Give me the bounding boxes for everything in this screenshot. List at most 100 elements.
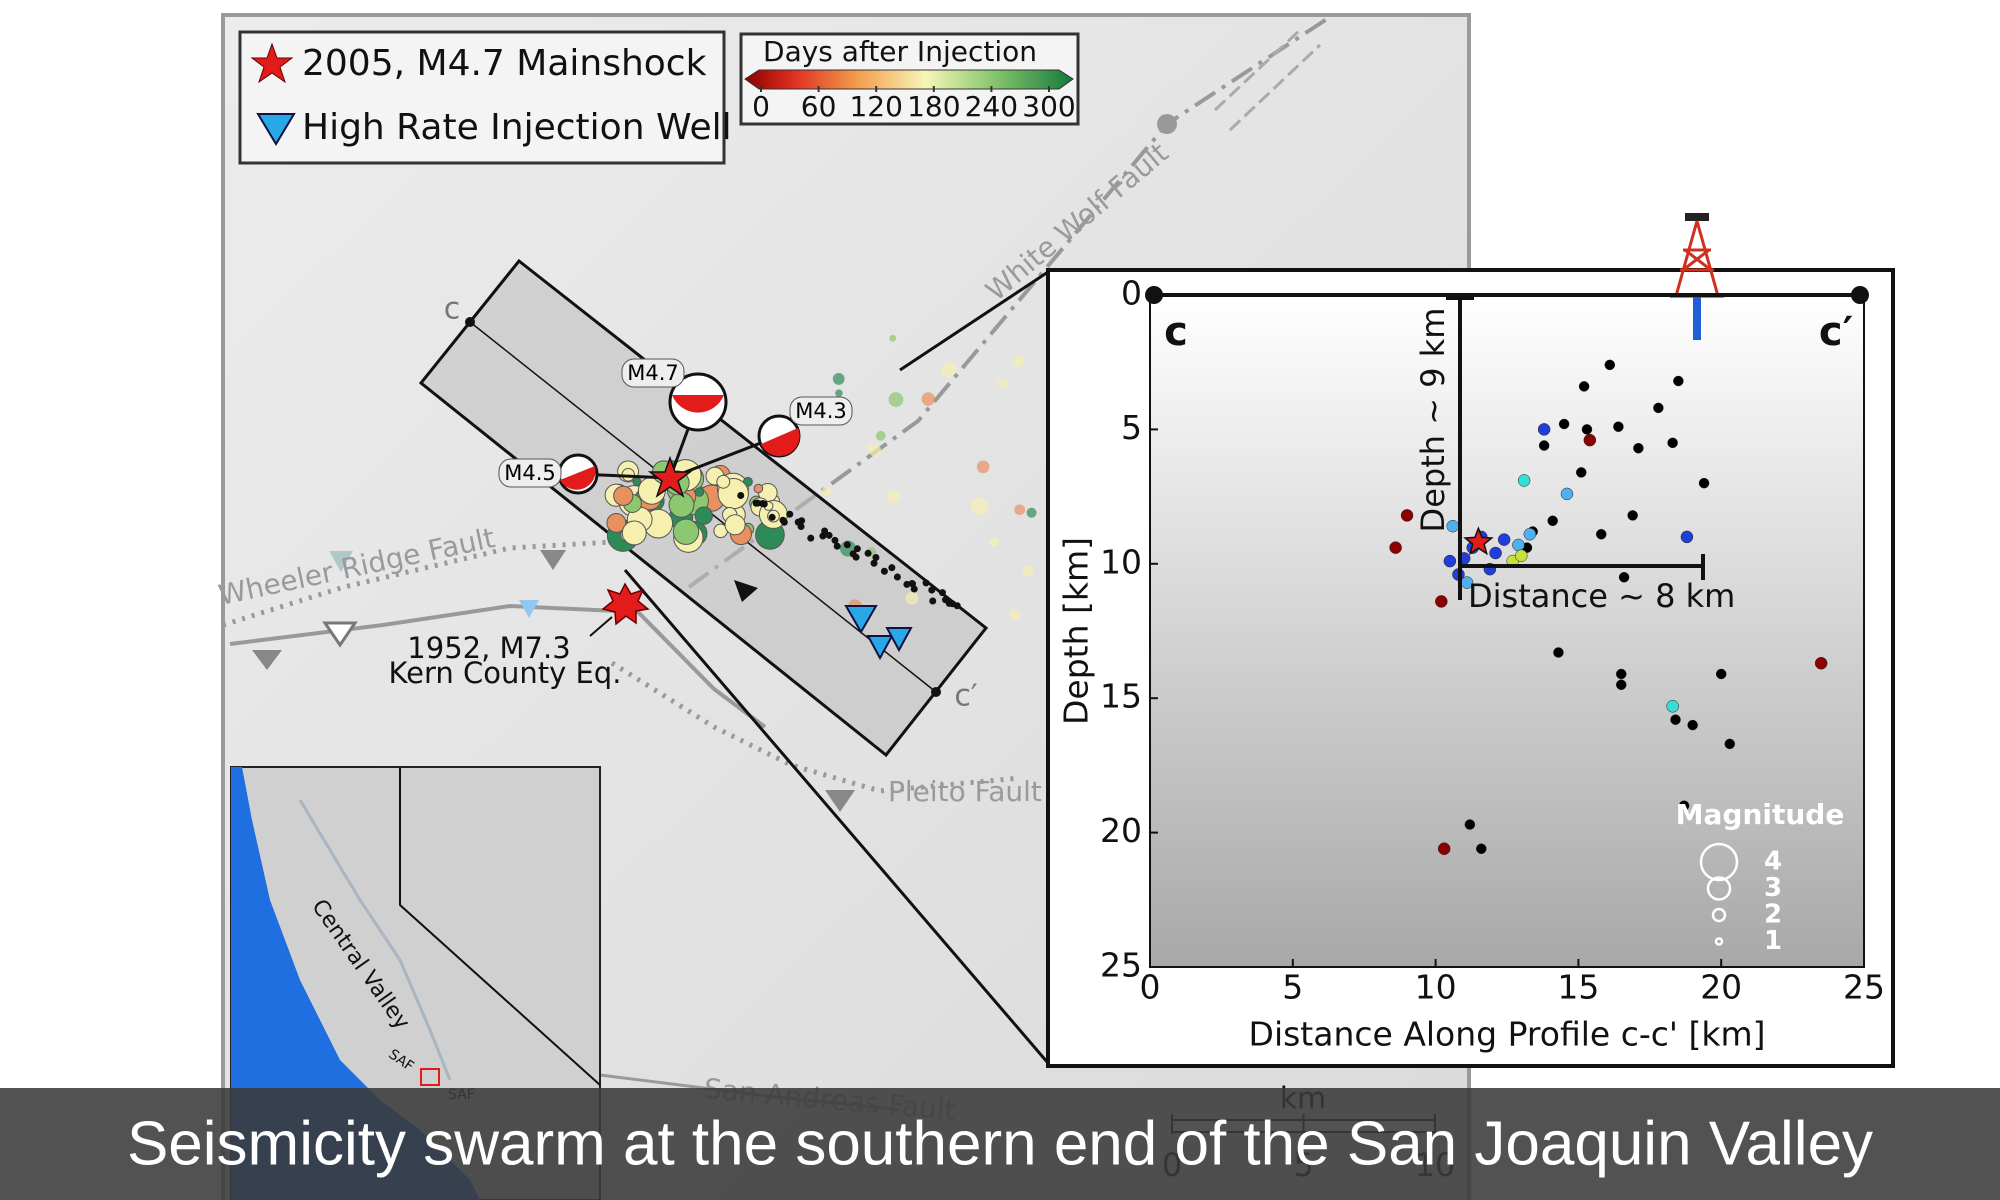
event-point — [1615, 679, 1627, 691]
map-event — [694, 506, 713, 525]
map-event — [606, 513, 627, 533]
event-point — [1680, 530, 1694, 544]
zoom-line — [899, 270, 1049, 372]
map-event — [941, 362, 957, 377]
direction-arrow — [734, 580, 758, 602]
map-event — [632, 477, 642, 487]
profile-end-label: c′ — [954, 679, 977, 714]
map-event — [872, 554, 880, 562]
magnitude-legend-circle — [1711, 907, 1727, 923]
map-event — [797, 523, 805, 531]
x-tick-label: 5 — [1282, 968, 1303, 1007]
event-point — [1576, 467, 1587, 478]
event-point — [1653, 402, 1664, 414]
fault-label: Pleito Fault — [888, 775, 1042, 808]
x-tick-label: 0 — [1140, 968, 1161, 1007]
event-point — [1437, 842, 1451, 855]
map-event — [672, 518, 700, 545]
x-tick-label: 20 — [1700, 968, 1742, 1007]
event-point — [1814, 657, 1828, 670]
map-event — [831, 536, 839, 544]
colorbar-ramp — [744, 69, 1074, 90]
map-event — [1009, 609, 1021, 620]
mechanism-tag: M4.5 — [498, 458, 562, 488]
map-event — [668, 491, 695, 518]
state-border — [399, 767, 601, 1086]
event-point — [1497, 533, 1511, 546]
map-event — [908, 579, 916, 587]
map-event — [759, 499, 767, 507]
magnitude-legend-title: Magnitude — [1676, 798, 1845, 831]
magnitude-legend-label: 2 — [1764, 900, 1782, 930]
event-point — [1523, 527, 1537, 541]
map-event — [613, 485, 634, 506]
caption: Seismicity swarm at the southern end of … — [127, 1109, 1873, 1178]
colorbar-tick-label: 240 — [965, 90, 1018, 123]
map-event — [843, 541, 851, 549]
magnitude-legend-label: 4 — [1764, 847, 1782, 877]
profile-end — [465, 317, 475, 327]
map-event — [754, 499, 762, 507]
event-point — [1666, 700, 1679, 713]
map-event — [832, 373, 845, 385]
injection-well — [519, 600, 539, 618]
event-point — [1687, 719, 1698, 731]
event-point — [1512, 538, 1525, 552]
y-tick-label: 15 — [1100, 677, 1142, 716]
legend-triangle — [256, 113, 296, 146]
mechanism-label: M4.7 — [627, 361, 679, 385]
colorbar-tick-label: 0 — [752, 90, 770, 123]
colorbar-tick-label: 300 — [1022, 90, 1075, 123]
focal-mechanism — [757, 414, 801, 458]
legend-star — [250, 42, 294, 84]
x-tick-label: 15 — [1557, 968, 1599, 1007]
event-point — [1667, 437, 1678, 449]
map-event — [903, 580, 911, 588]
event-point — [1515, 549, 1528, 562]
event-point — [1583, 433, 1597, 447]
fault-tooth — [540, 550, 566, 570]
historic-event-label: Kern County Eq. — [389, 656, 622, 690]
y-tick-label: 20 — [1100, 811, 1142, 850]
x-tick-label: 10 — [1415, 968, 1457, 1007]
caption-bar — [0, 1088, 2000, 1200]
map-event — [852, 553, 860, 561]
plot-area — [1149, 294, 1865, 968]
mechanism-label: M4.5 — [504, 461, 556, 485]
profile-end — [1145, 286, 1163, 304]
event-point — [1489, 546, 1502, 560]
event-point — [1633, 442, 1644, 454]
event-point — [1715, 668, 1727, 680]
map-event — [825, 531, 833, 539]
event-point — [1673, 375, 1684, 387]
event-point — [1553, 647, 1564, 658]
map-event — [768, 513, 776, 521]
fault-tooth — [825, 790, 855, 812]
map-event — [928, 586, 936, 594]
fault-tooth — [329, 551, 353, 572]
injection-well — [866, 635, 894, 661]
map-event — [910, 585, 918, 593]
magnitude-legend-label: 1 — [1764, 926, 1782, 956]
event-point — [1627, 510, 1638, 521]
profile-end — [931, 687, 941, 697]
event-point — [1615, 668, 1627, 680]
legend-label: 2005, M4.7 Mainshock — [302, 43, 707, 84]
map-event — [1014, 504, 1026, 516]
profile-end-label: c — [444, 292, 461, 327]
map-event — [835, 389, 843, 397]
map-event — [922, 579, 930, 587]
annotation: Distance ~ 8 km — [1468, 577, 1735, 615]
event-point — [1678, 800, 1690, 811]
colorbar-tick-label: 120 — [849, 90, 902, 123]
colorbar: Days after Injection 0 60 120 180 240 300 — [739, 32, 1080, 126]
focal-mechanism — [557, 453, 599, 495]
magnitude-legend-label: 3 — [1764, 873, 1782, 903]
map-event — [870, 559, 878, 567]
map-event — [621, 520, 647, 546]
magnitude-legend-circle — [1699, 842, 1739, 882]
event-point — [1581, 424, 1593, 435]
fault-line — [222, 539, 613, 628]
injection-well — [844, 605, 878, 635]
